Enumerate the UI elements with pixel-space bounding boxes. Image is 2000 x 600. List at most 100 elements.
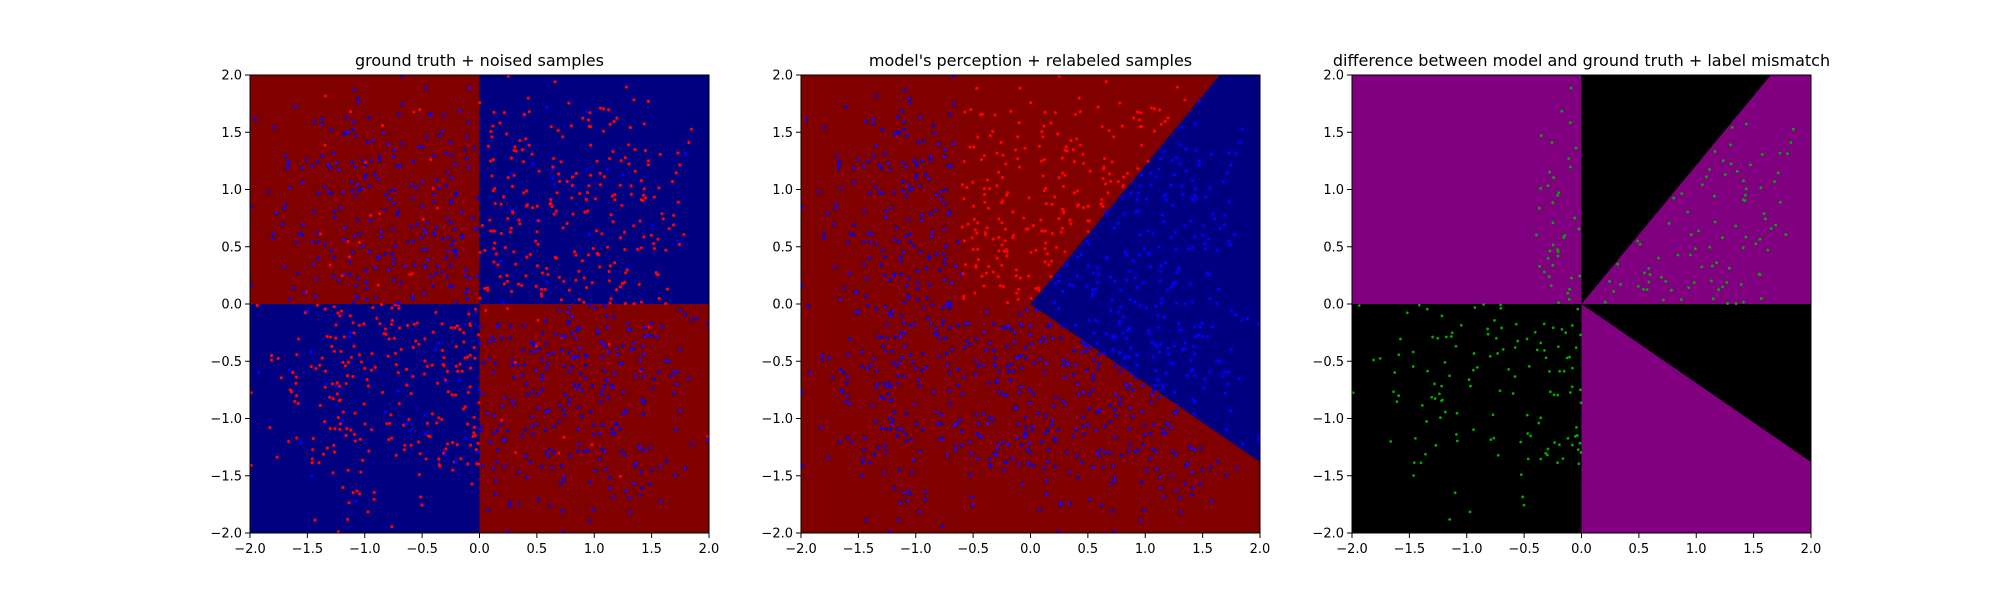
data-point <box>1087 406 1091 411</box>
data-point <box>1071 148 1076 152</box>
data-point <box>530 152 534 156</box>
data-point <box>545 105 549 109</box>
data-point <box>616 352 620 356</box>
mismatch-point <box>1721 159 1725 163</box>
data-point <box>1143 423 1147 427</box>
data-point <box>1005 345 1009 349</box>
data-point <box>474 448 478 452</box>
data-point <box>493 186 497 191</box>
data-point <box>546 454 550 458</box>
data-point <box>888 278 892 282</box>
data-point <box>452 239 456 243</box>
data-point <box>946 212 950 217</box>
data-point <box>454 345 458 349</box>
data-point <box>1178 496 1182 500</box>
data-point <box>1200 334 1205 338</box>
data-point <box>673 473 677 477</box>
data-point <box>356 96 360 100</box>
data-point <box>347 334 351 339</box>
mismatch-point <box>1513 346 1517 349</box>
data-point <box>526 392 530 396</box>
data-point <box>522 323 527 327</box>
data-point <box>1032 464 1036 468</box>
data-point <box>411 374 415 379</box>
data-point <box>1091 465 1095 469</box>
data-point <box>1157 350 1162 354</box>
mismatch-point <box>1647 280 1651 284</box>
data-point <box>932 131 937 135</box>
data-point <box>1071 373 1075 377</box>
data-point <box>369 213 373 217</box>
data-point <box>1059 336 1063 340</box>
data-point <box>582 449 586 454</box>
mismatch-point <box>1472 428 1475 432</box>
data-point <box>448 140 452 145</box>
mismatch-point <box>1562 236 1566 239</box>
data-point <box>1045 478 1049 483</box>
data-point <box>1027 388 1032 392</box>
data-point <box>465 157 469 161</box>
data-point <box>313 518 317 522</box>
data-point <box>995 378 999 382</box>
data-point <box>883 305 887 309</box>
data-point <box>606 350 611 354</box>
data-point <box>1226 370 1230 374</box>
mismatch-point <box>1762 212 1766 216</box>
mismatch-point <box>1689 233 1693 237</box>
data-point <box>563 334 567 339</box>
data-point <box>1122 356 1126 360</box>
data-point <box>1003 227 1008 231</box>
data-point <box>1208 370 1212 374</box>
data-point <box>398 281 402 285</box>
data-point <box>623 247 627 252</box>
data-point <box>1065 149 1069 153</box>
data-point <box>411 159 415 164</box>
data-point <box>852 223 856 227</box>
mismatch-point <box>1576 448 1580 452</box>
mismatch-point <box>1749 163 1752 167</box>
mismatch-point <box>1472 352 1476 355</box>
data-point <box>883 255 887 259</box>
mismatch-point <box>1395 400 1399 404</box>
mismatch-point <box>1778 151 1782 155</box>
data-point <box>300 233 305 237</box>
data-point <box>501 437 505 441</box>
data-point <box>479 429 483 433</box>
data-point <box>833 265 837 269</box>
data-point <box>892 360 896 365</box>
data-point <box>348 272 352 276</box>
data-point <box>890 206 894 210</box>
data-point <box>1158 475 1162 479</box>
mismatch-point <box>1560 109 1564 113</box>
data-point <box>1085 368 1089 373</box>
data-point <box>626 143 631 147</box>
data-point <box>424 457 428 461</box>
y-tick-label: 2.0 <box>221 69 242 84</box>
data-point <box>1073 191 1077 195</box>
data-point <box>584 197 588 202</box>
data-point <box>357 188 361 192</box>
data-point <box>820 358 825 362</box>
mismatch-point <box>1563 234 1567 237</box>
data-point <box>323 143 327 148</box>
data-point <box>658 499 663 503</box>
data-point <box>1038 508 1042 512</box>
data-point <box>423 359 427 363</box>
subplot-3: −2.0 −1.5 −1.0 −0.5 0.0 0.5 1.0 1.5 2.02.01.51.0… <box>1312 51 1830 557</box>
data-point <box>1050 231 1054 236</box>
data-point <box>565 221 569 226</box>
data-point <box>535 423 539 427</box>
data-point <box>886 392 891 396</box>
y-tick-label: 0.0 <box>1323 298 1344 313</box>
data-point <box>1121 183 1126 187</box>
mismatch-point <box>1754 242 1758 246</box>
data-point <box>910 186 915 190</box>
mismatch-point <box>1789 141 1793 144</box>
subplot-1: −2.0 −1.5 −1.0 −0.5 0.0 0.5 1.0 1.5 2.02.01.51.0… <box>210 51 719 557</box>
data-point <box>322 185 326 189</box>
data-point <box>600 232 604 236</box>
data-point <box>908 323 912 327</box>
data-point <box>516 282 521 286</box>
data-point <box>584 363 588 367</box>
data-point <box>332 443 336 447</box>
